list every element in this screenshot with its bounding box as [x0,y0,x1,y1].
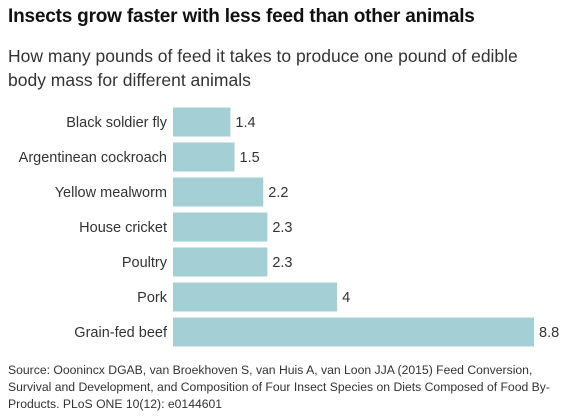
category-label: Black soldier fly [66,115,167,131]
bar [173,142,235,172]
bar [173,212,268,242]
value-label: 4 [342,290,350,306]
value-label: 1.4 [235,115,255,131]
value-label: 8.8 [539,325,559,341]
bar [173,247,268,277]
category-label: Argentinean cockroach [19,150,167,166]
chart-title: Insects grow faster with less feed than … [8,6,475,27]
chart-subtitle: How many pounds of feed it takes to prod… [8,46,518,90]
source-note: Source: Ooonincx DGAB, van Broekhoven S,… [8,363,550,411]
bar [173,177,264,207]
category-label: Poultry [122,255,168,271]
category-label: Pork [137,290,168,306]
category-label: Grain-fed beef [74,325,168,341]
bar [173,282,338,312]
bar [173,317,534,347]
bar [173,107,231,137]
value-label: 2.2 [268,185,288,201]
category-label: Yellow mealworm [55,185,167,201]
bar-chart: Black soldier fly 1.4 Argentinean cockroac… [19,107,559,347]
value-label: 1.5 [240,150,260,166]
value-label: 2.3 [272,255,292,271]
value-label: 2.3 [272,220,292,236]
category-label: House cricket [79,220,167,236]
